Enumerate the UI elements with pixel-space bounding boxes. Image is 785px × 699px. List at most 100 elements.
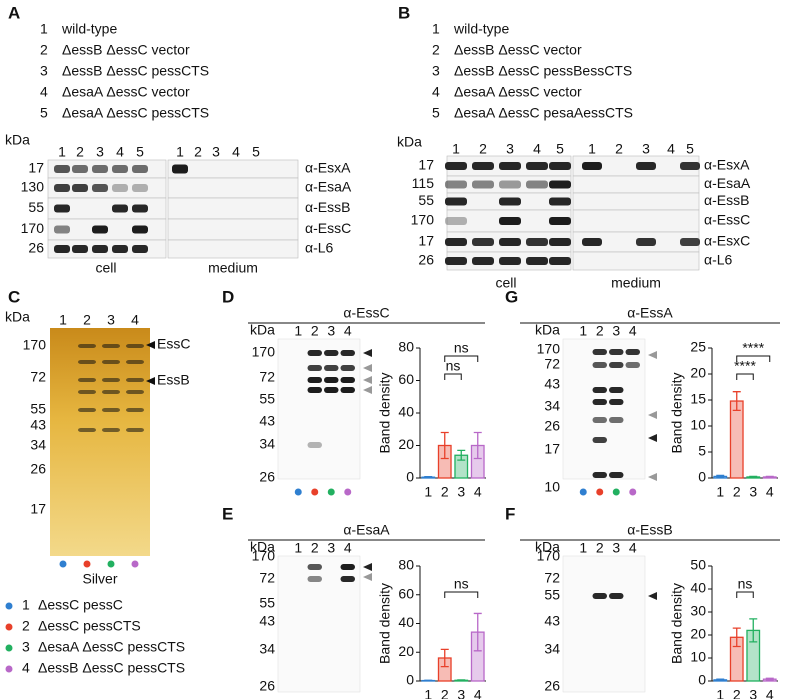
mw-marker: 17 [544,441,560,457]
band [132,184,148,192]
sig-bracket [736,373,754,380]
sig-bracket [736,355,771,362]
blot [277,338,361,480]
band [582,162,602,170]
band [592,399,607,405]
legend-number: 4 [432,84,440,100]
band [340,377,355,383]
band [324,350,339,356]
mw-marker: 34 [544,641,560,657]
band [92,184,108,192]
band [609,417,624,423]
band [592,417,607,423]
lane-number: 3 [612,540,620,556]
mw-marker: 17 [418,157,434,173]
sig-label: ns [738,576,753,592]
y-tick-label: 80 [398,557,414,573]
lane-number: 4 [344,540,352,556]
x-tick-label: 2 [733,484,741,500]
lane-dot [294,488,302,496]
band [549,162,571,170]
error-bar [765,475,774,479]
legend-number: 4 [40,84,48,100]
band [609,593,624,599]
band [92,245,108,253]
band-arrow [363,563,372,571]
y-tick-label: 0 [406,469,414,485]
lane-number: 4 [232,144,240,160]
error-bar [424,679,433,682]
legend-number: 4 [22,660,30,676]
y-tick-label: 60 [398,371,414,387]
band [72,184,88,192]
band [499,217,521,225]
lane-number: 3 [506,141,514,157]
antibody-label: α-EsaA [704,175,751,191]
sig-label: **** [742,340,764,356]
legend-number: 2 [432,42,440,58]
band [78,360,96,364]
mw-marker: 43 [259,613,275,629]
legend-text: ΔessC pessC [38,597,123,613]
unit-label: kDa [535,322,560,338]
band [549,197,571,206]
antibody-label: α-EssB [305,199,350,215]
antibody-label: α-L6 [305,240,334,256]
band [324,377,339,383]
band [112,245,128,253]
panel-label: F [505,504,515,523]
lane-number: 5 [136,144,144,160]
lane-number: 1 [294,323,302,339]
band [340,365,355,371]
sig-bracket [444,591,479,598]
band [92,165,108,173]
band-arrow [146,377,155,385]
mw-marker: 55 [28,199,44,215]
mw-marker: 26 [30,461,46,477]
band [132,245,148,253]
panel-label: A [8,3,20,22]
x-tick-label: 1 [424,687,432,699]
band-arrow [363,349,372,357]
lane-number: 1 [58,144,66,160]
band [78,428,96,432]
band [472,162,494,170]
antibody-label: α-EssB [704,192,749,208]
lane-number: 4 [116,144,124,160]
band-arrow [363,573,372,581]
mw-marker: 170 [252,548,276,564]
legend-text: ΔessB ΔessC vector [62,42,190,58]
band-label: EssB [157,372,190,388]
fraction-label: cell [495,275,516,291]
lane-number: 2 [479,141,487,157]
mw-marker: 170 [411,212,435,228]
lane-number: 3 [212,144,220,160]
band [592,593,607,599]
lane-number: 3 [327,323,335,339]
band-arrow [648,411,657,419]
band [526,238,548,246]
y-tick-label: 10 [690,417,706,433]
legend-number: 1 [432,21,440,37]
band [132,165,148,173]
legend-number: 2 [40,42,48,58]
error-bar [765,677,774,681]
band [499,238,521,246]
lane-number: 1 [59,312,67,328]
panel-label: E [222,504,233,523]
legend-number: 2 [22,618,30,634]
panel-label: C [8,287,20,306]
band [592,437,607,443]
band [78,378,96,382]
band [132,225,148,234]
error-bar [440,648,449,668]
band [126,344,144,348]
legend-text: wild-type [453,21,509,37]
band-arrow [648,351,657,359]
y-axis-label: Band density [377,373,393,454]
error-bar [749,618,758,643]
lane-number: 2 [615,141,623,157]
y-tick-label: 30 [690,603,706,619]
x-tick-label: 3 [457,484,465,500]
band [582,238,602,246]
